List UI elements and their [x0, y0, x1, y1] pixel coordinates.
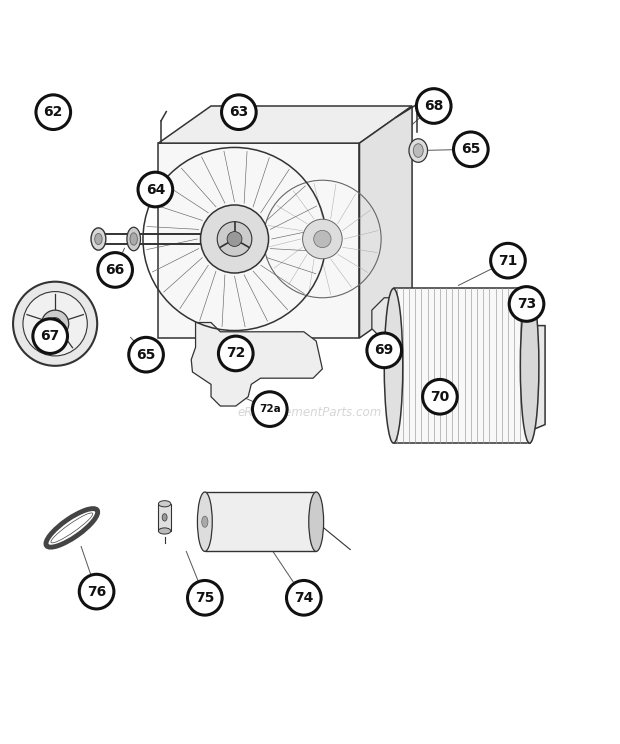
- Circle shape: [252, 392, 287, 426]
- Circle shape: [303, 219, 342, 259]
- Circle shape: [217, 222, 252, 257]
- Circle shape: [221, 95, 256, 129]
- Polygon shape: [159, 106, 412, 143]
- Text: eReplacementParts.com: eReplacementParts.com: [238, 405, 382, 419]
- Ellipse shape: [91, 228, 106, 250]
- Text: 71: 71: [498, 254, 518, 268]
- Circle shape: [367, 333, 402, 368]
- Circle shape: [33, 318, 68, 353]
- Circle shape: [79, 574, 114, 609]
- Text: 74: 74: [294, 591, 314, 605]
- Text: 63: 63: [229, 105, 249, 119]
- Text: 68: 68: [424, 99, 443, 113]
- Text: 72a: 72a: [259, 404, 281, 414]
- Circle shape: [200, 205, 268, 273]
- Circle shape: [509, 286, 544, 321]
- Ellipse shape: [159, 528, 171, 534]
- Circle shape: [36, 95, 71, 129]
- Circle shape: [42, 310, 69, 337]
- Circle shape: [218, 336, 253, 371]
- Circle shape: [13, 282, 97, 366]
- Circle shape: [314, 231, 331, 248]
- Circle shape: [286, 580, 321, 615]
- Circle shape: [187, 580, 222, 615]
- Circle shape: [227, 231, 242, 246]
- Text: 75: 75: [195, 591, 215, 605]
- Text: 65: 65: [461, 142, 480, 156]
- Circle shape: [453, 132, 488, 167]
- Text: 64: 64: [146, 182, 165, 196]
- Circle shape: [417, 89, 451, 124]
- Circle shape: [490, 243, 525, 278]
- Ellipse shape: [520, 289, 539, 443]
- Ellipse shape: [162, 513, 167, 521]
- Polygon shape: [159, 504, 171, 531]
- Circle shape: [423, 379, 457, 414]
- Ellipse shape: [309, 492, 324, 551]
- Circle shape: [23, 292, 87, 356]
- Circle shape: [138, 172, 172, 207]
- Ellipse shape: [51, 513, 93, 543]
- Polygon shape: [191, 322, 322, 406]
- Ellipse shape: [95, 234, 102, 245]
- Ellipse shape: [202, 516, 208, 527]
- Polygon shape: [394, 289, 529, 443]
- Ellipse shape: [384, 289, 403, 443]
- Text: 62: 62: [43, 105, 63, 119]
- Polygon shape: [372, 298, 443, 366]
- Polygon shape: [360, 106, 412, 338]
- Circle shape: [129, 337, 164, 372]
- Circle shape: [98, 253, 133, 287]
- Ellipse shape: [197, 492, 212, 551]
- Ellipse shape: [159, 501, 171, 507]
- Ellipse shape: [409, 139, 428, 162]
- Text: 72: 72: [226, 347, 246, 360]
- Polygon shape: [530, 326, 545, 431]
- Text: 69: 69: [374, 343, 394, 357]
- Text: 65: 65: [136, 347, 156, 362]
- Text: 76: 76: [87, 585, 106, 599]
- Text: 66: 66: [105, 263, 125, 277]
- Text: 70: 70: [430, 390, 450, 404]
- Ellipse shape: [127, 227, 141, 251]
- Ellipse shape: [414, 144, 423, 157]
- Text: 67: 67: [40, 329, 60, 343]
- Polygon shape: [159, 143, 360, 338]
- Circle shape: [49, 318, 61, 330]
- Ellipse shape: [130, 233, 138, 246]
- Polygon shape: [205, 492, 316, 551]
- Text: 73: 73: [517, 297, 536, 311]
